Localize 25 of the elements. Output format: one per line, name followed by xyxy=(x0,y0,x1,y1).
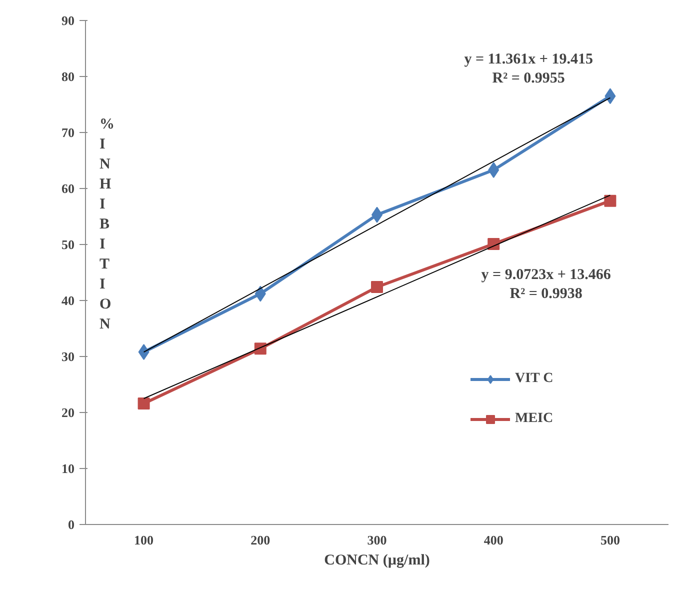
x-tick-label: 100 xyxy=(134,532,154,548)
y-tick-label: 80 xyxy=(62,69,74,84)
x-tick-label: 200 xyxy=(250,532,270,548)
point xyxy=(138,398,150,410)
y-tick-label: 10 xyxy=(62,461,74,476)
x-tick-label: 400 xyxy=(484,532,504,548)
x-tick-label: 300 xyxy=(367,532,387,548)
annotation: y = 11.361x + 19.415 R² = 0.9955 xyxy=(464,51,593,86)
y-tick-label: 40 xyxy=(62,293,74,308)
y-tick-label: 60 xyxy=(62,181,74,196)
annotation: y = 9.0723x + 13.466 R² = 0.9938 xyxy=(481,266,612,302)
y-tick-label: 50 xyxy=(62,237,74,252)
legend-label: VIT C xyxy=(515,371,554,387)
y-tick-label: 20 xyxy=(62,405,74,420)
x-axis-title: CONCN (µg/ml) xyxy=(324,552,430,568)
y-tick-label: 30 xyxy=(62,349,74,364)
x-tick-label: 500 xyxy=(600,532,620,548)
legend-label: MEIC xyxy=(515,411,554,427)
point xyxy=(371,281,383,294)
y-tick-label: 90 xyxy=(62,13,74,28)
point xyxy=(604,194,616,207)
point xyxy=(254,342,266,355)
text: % INHIBITION xyxy=(100,116,114,332)
y-tick-label: 70 xyxy=(62,125,74,140)
y-tick-label: 0 xyxy=(68,517,74,532)
